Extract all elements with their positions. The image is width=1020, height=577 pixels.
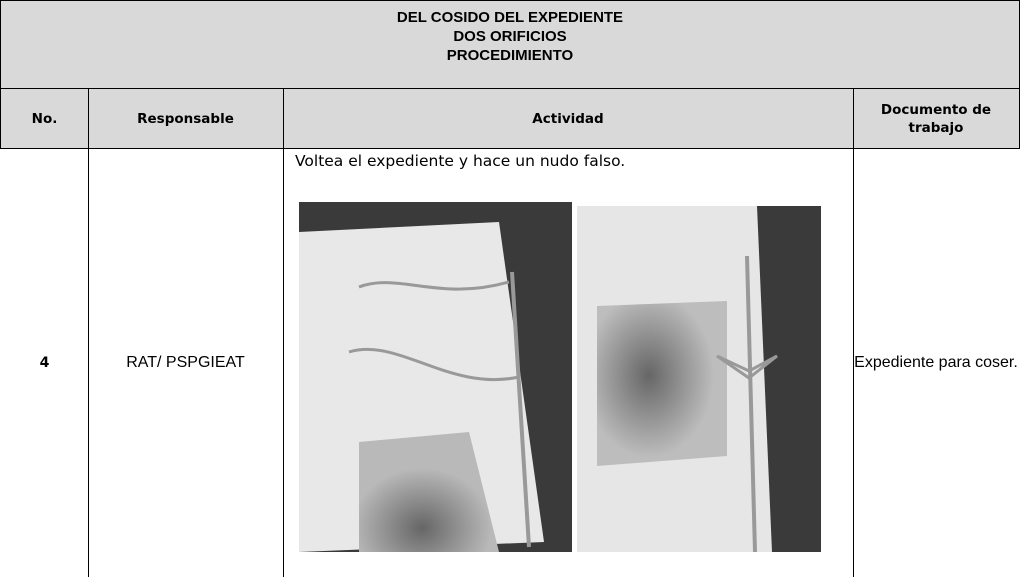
border [853,88,854,577]
border [0,0,1,148]
border [0,148,1020,149]
photo [577,206,821,552]
border [0,88,1020,89]
column-header: No. [31,110,58,127]
work-document: Expediente para coser. [854,354,1018,371]
row-number: 4 [39,355,50,371]
title-line: DEL COSIDO DEL EXPEDIENTE [396,9,624,26]
column-header: Documento de trabajo [880,101,992,136]
photo [299,202,572,552]
column-header: Responsable [137,110,234,127]
border [283,88,284,577]
title-line: DOS ORIFICIOS [453,28,567,45]
responsible: RAT/ PSPGIEAT [126,354,245,371]
border [0,0,1020,1]
activity-text: Voltea el expediente y hace un nudo fals… [295,152,626,170]
column-header: Actividad [532,110,604,127]
header-background [1,1,1019,148]
title-line: PROCEDIMIENTO [446,47,574,64]
border [88,88,89,577]
